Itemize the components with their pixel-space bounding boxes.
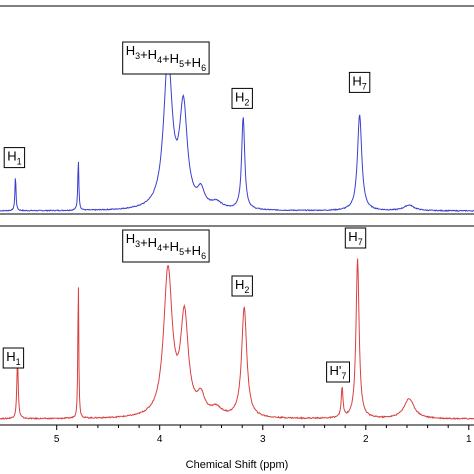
x-axis-title: Chemical Shift (ppm) [186,459,289,471]
peak-label: H3+H4+H5+H6 [122,41,210,75]
peak-label: H2 [231,87,253,109]
peak-label-text: H1 [7,149,21,167]
peak-label: H'7 [326,361,351,383]
spectrum-panel-top: H1 H3+H4+H5+H6 H2 H7 [0,5,474,215]
peak-label-box [3,147,26,169]
x-tick-label: 1 [466,434,472,445]
peak-label-text: H1 [6,349,20,367]
x-tick-label: 4 [157,434,163,445]
peak-label: H1 [3,147,26,169]
peak-label-box [122,229,210,263]
peak-label-text: H3+H4+H5+H6 [126,231,206,261]
x-tick-label: 5 [54,434,60,445]
peak-label: H7 [344,227,367,249]
peak-label-box [231,87,253,109]
peak-label-text: H2 [235,89,249,107]
spectrum-panel-bottom: H1 H3+H4+H5+H6 H2 H'7 H7 [0,225,474,426]
peak-label-box [348,71,371,93]
peak-label-box [122,41,210,75]
peak-label-box [231,275,253,297]
spectrum-trace [0,52,474,213]
spectrum-trace [0,258,474,421]
peak-label: H7 [348,71,371,93]
x-axis: 5 4 3 2 1 [54,425,472,445]
peak-label-box [326,361,351,383]
peak-label-text: H2 [235,277,249,295]
peak-label-text: H3+H4+H5+H6 [126,43,206,73]
peak-label-text: H'7 [330,363,347,381]
peak-label: H1 [2,347,25,369]
peak-label-box [2,347,25,369]
peak-label: H2 [231,275,253,297]
x-tick-label: 3 [260,434,266,445]
peak-label: H3+H4+H5+H6 [122,229,210,263]
peak-label-text: H7 [352,73,366,91]
peak-label-box [344,227,367,249]
x-tick-label: 2 [363,434,369,445]
peak-label-text: H7 [348,229,362,247]
